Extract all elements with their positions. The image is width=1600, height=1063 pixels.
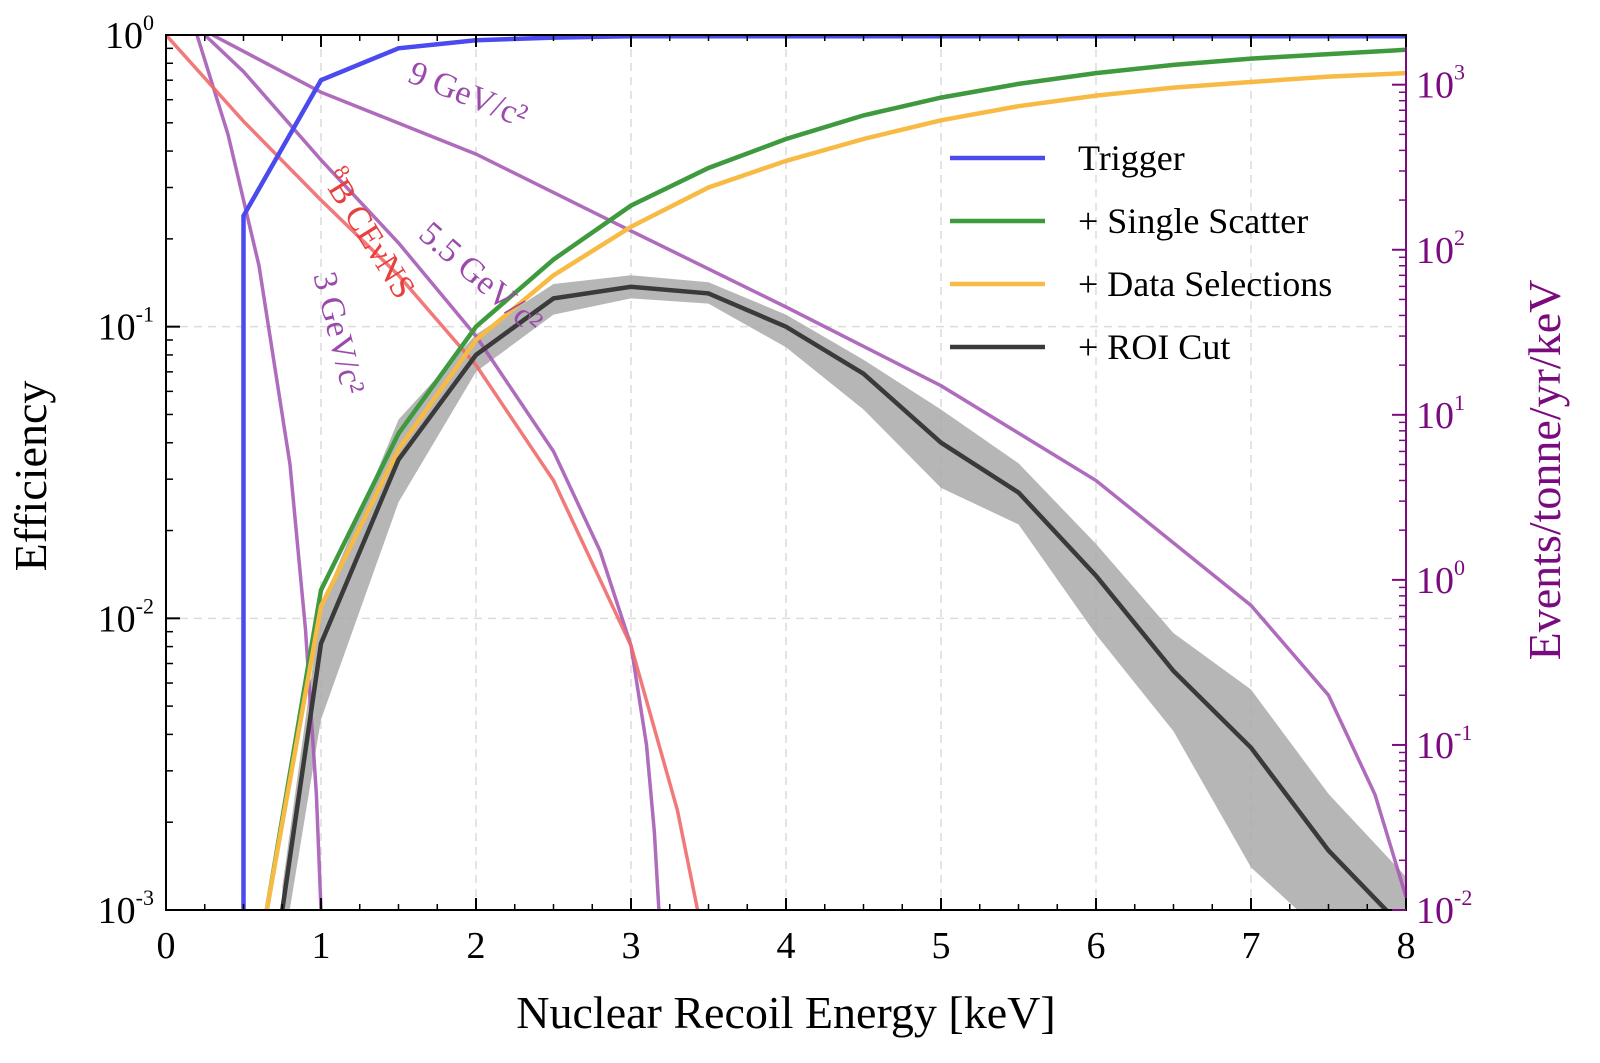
legend-label: + ROI Cut [1078,327,1230,367]
legend-label: + Data Selections [1078,264,1332,304]
y2-tick-label: 101 [1416,390,1465,437]
roi-band [282,275,1406,910]
y2-tick-label: 10-2 [1416,885,1472,932]
y-tick-label: 10-3 [98,885,154,932]
y-tick-label: 100 [105,10,154,57]
efficiency-curve [264,70,1406,910]
y-tick-label: 10-2 [98,593,154,640]
x-tick-label: 8 [1397,925,1416,967]
x-tick-label: 1 [312,925,331,967]
efficiency-curve [280,284,1390,910]
x-tick-label: 7 [1242,925,1261,967]
legend-label: + Single Scatter [1078,201,1308,241]
x-tick-label: 3 [622,925,641,967]
rate-curve [211,35,1406,898]
curve-label: 9 GeV/c² [403,54,532,135]
rate-curve [195,35,323,910]
y-axis-title: Efficiency [5,381,56,572]
rate-curve [166,35,700,910]
rate-curves [166,35,1406,910]
rate-curve [203,35,661,910]
y2-tick-label: 10-1 [1416,720,1472,767]
legend-label: Trigger [1078,138,1185,178]
roi-uncertainty-band [282,275,1406,910]
y2-tick-label: 100 [1416,555,1465,602]
y-tick-label: 10-1 [98,302,154,349]
x-tick-label: 6 [1087,925,1106,967]
y2-tick-label: 102 [1416,225,1465,272]
legend: Trigger + Single Scatter + Data Selections… [950,138,1332,367]
x-tick-label: 2 [467,925,486,967]
curve-label: 3 GeV/c² [306,268,372,398]
axis-ticks: 0 1 2 3 4 5 6 7 8 10-3 10-2 10-1 100 10-2 10-1 100 101 10… [98,10,1473,967]
x-axis-title: Nuclear Recoil Energy [keV] [516,987,1055,1038]
x-tick-label: 4 [777,925,796,967]
x-tick-label: 5 [932,925,951,967]
x-tick-label: 0 [157,925,176,967]
efficiency-curve [264,47,1406,910]
y2-axis-title: Events/tonne/yr/keV [1519,280,1570,661]
y2-tick-label: 103 [1416,60,1465,107]
